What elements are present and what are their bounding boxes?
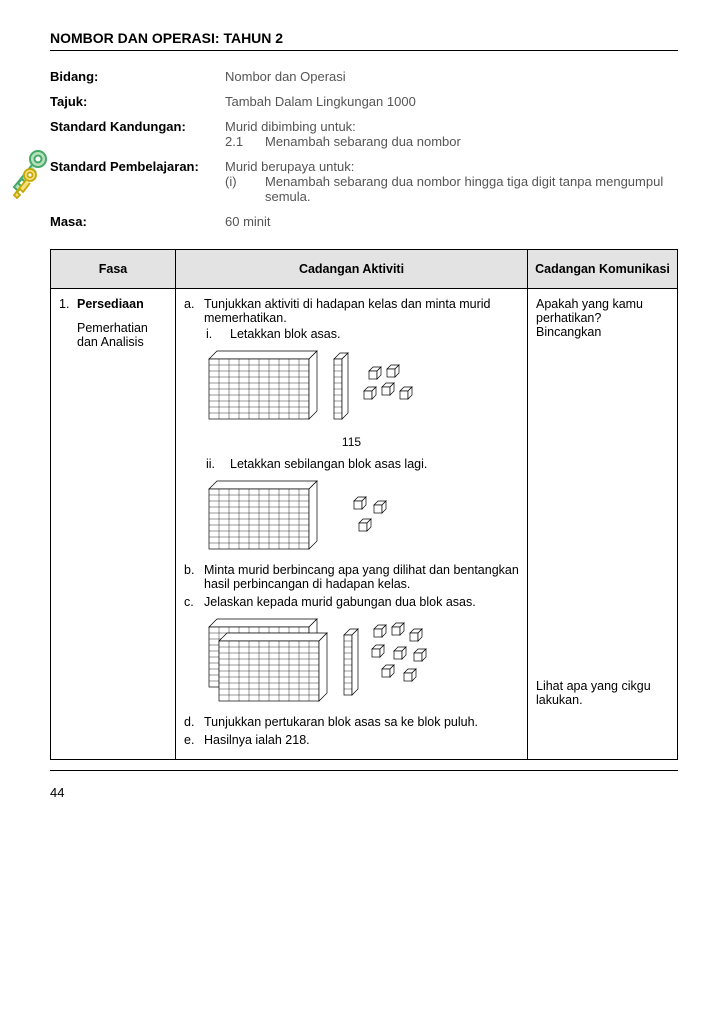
sk-intro: Murid dibimbing untuk: (225, 119, 678, 134)
tajuk-label: Tajuk: (50, 94, 225, 109)
lesson-table: Fasa Cadangan Aktiviti Cadangan Komunika… (50, 249, 678, 760)
bidang-label: Bidang: (50, 69, 225, 84)
cell-fasa: 1. Persediaan Pemerhatian dan Analisis (51, 289, 176, 760)
sp-label: Standard Pembelajaran: (50, 159, 225, 174)
text-a-ii: Letakkan sebilangan blok asas lagi. (230, 457, 427, 471)
footer-rule (50, 770, 678, 771)
masa-value: 60 minit (225, 214, 678, 229)
mk-b: b. (184, 563, 204, 591)
text-e: Hasilnya ialah 218. (204, 733, 519, 747)
kom-1: Apakah yang kamu perhatikan? Bincangkan (536, 297, 669, 339)
mk-a: a. (184, 297, 204, 341)
diagram-num-115: 115 (184, 435, 519, 449)
page-number: 44 (50, 785, 678, 800)
title-rule (50, 50, 678, 51)
bidang-value: Nombor dan Operasi (225, 69, 678, 84)
sk-value: Murid dibimbing untuk: 2.1 Menambah seba… (225, 119, 678, 149)
text-c: Jelaskan kepada murid gabungan dua blok … (204, 595, 519, 609)
sk-label: Standard Kandungan: (50, 119, 225, 134)
fasa-num: 1. (59, 297, 77, 311)
mk-a-ii: ii. (206, 457, 230, 471)
masa-label: Masa: (50, 214, 225, 229)
mk-e: e. (184, 733, 204, 747)
mk-a-i: i. (206, 327, 230, 341)
sk-num: 2.1 (225, 134, 265, 149)
sp-num: (i) (225, 174, 265, 204)
sp-intro: Murid berupaya untuk: (225, 159, 678, 174)
text-b: Minta murid berbincang apa yang dilihat … (204, 563, 519, 591)
text-d: Tunjukkan pertukaran blok asas sa ke blo… (204, 715, 519, 729)
mk-d: d. (184, 715, 204, 729)
cell-komunikasi: Apakah yang kamu perhatikan? Bincangkan … (528, 289, 678, 760)
key-icon (8, 147, 48, 203)
text-a: Tunjukkan aktiviti di hadapan kelas dan … (204, 297, 519, 325)
page-title: NOMBOR DAN OPERASI: TAHUN 2 (50, 30, 678, 46)
sk-text: Menambah sebarang dua nombor (265, 134, 461, 149)
sp-text: Menambah sebarang dua nombor hingga tiga… (265, 174, 678, 204)
fasa-sub: Pemerhatian dan Analisis (77, 321, 167, 349)
tajuk-value: Tambah Dalam Lingkungan 1000 (225, 94, 678, 109)
th-fasa: Fasa (51, 250, 176, 289)
text-a-i: Letakkan blok asas. (230, 327, 341, 341)
kom-2: Lihat apa yang cikgu lakukan. (536, 679, 669, 707)
diagram-218 (204, 615, 519, 707)
th-aktiviti: Cadangan Aktiviti (176, 250, 528, 289)
info-section: Bidang: Nombor dan Operasi Tajuk: Tambah… (50, 69, 678, 229)
mk-c: c. (184, 595, 204, 609)
cell-aktiviti: a. Tunjukkan aktiviti di hadapan kelas d… (176, 289, 528, 760)
diagram-115 (204, 347, 519, 427)
sp-value: Murid berupaya untuk: (i) Menambah sebar… (225, 159, 678, 204)
diagram-103 (204, 477, 519, 555)
table-row: 1. Persediaan Pemerhatian dan Analisis a… (51, 289, 678, 760)
th-komunikasi: Cadangan Komunikasi (528, 250, 678, 289)
fasa-title: Persediaan (77, 297, 144, 311)
